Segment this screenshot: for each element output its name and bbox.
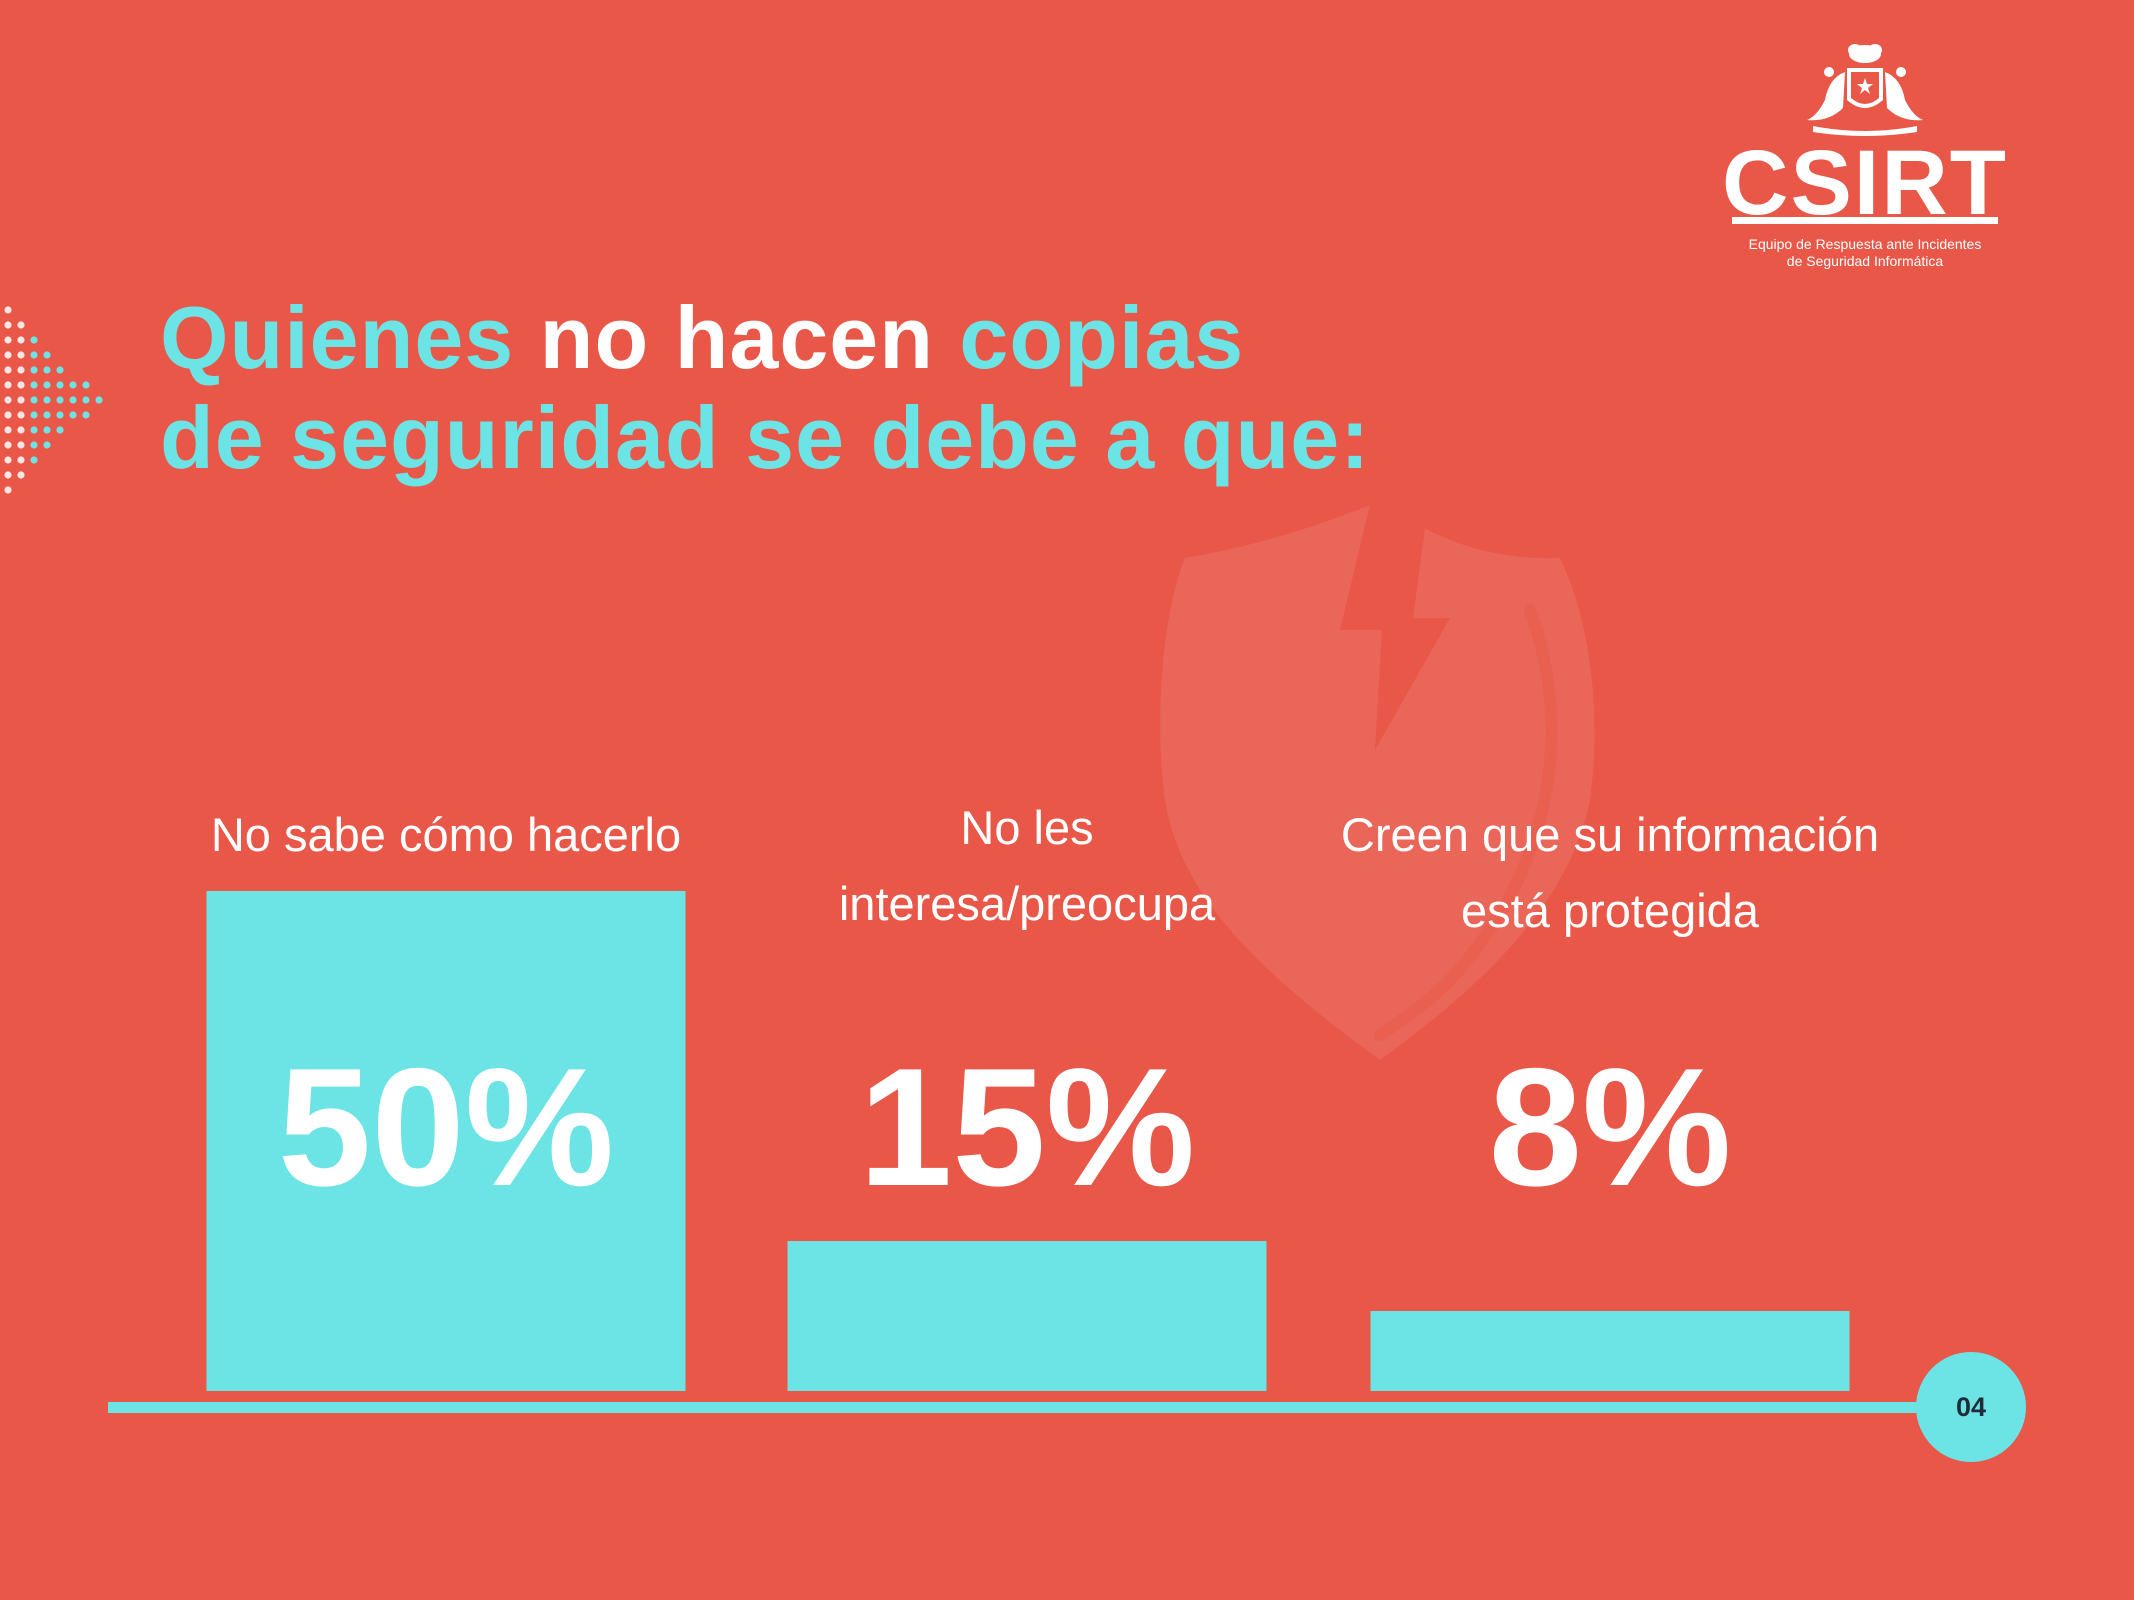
logo-wordmark: CSIRT — [1722, 132, 2008, 234]
bar-2 — [787, 1241, 1267, 1391]
title-part-1: Quienes — [160, 288, 515, 387]
title-part-4: de seguridad se debe a que: — [160, 388, 1371, 487]
logo-subtitle-line-1: Equipo de Respuesta ante Incidentes — [1748, 236, 1982, 252]
bar-3 — [1370, 1311, 1850, 1391]
logo-subtitle: Equipo de Respuesta ante Incidentes de S… — [1720, 236, 2010, 270]
category-label-2: No les interesa/preocupa — [839, 801, 1216, 930]
logo-subtitle-line-2: de Seguridad Informática — [1786, 253, 1944, 269]
bar-1 — [206, 891, 686, 1391]
broken-shield-icon — [1160, 505, 1595, 1060]
title-part-3: copias — [933, 288, 1245, 387]
slide-title: Quienes no hacen copias de seguridad se … — [160, 288, 1370, 488]
chilean-coat-of-arms-icon — [1807, 44, 1923, 136]
value-label-3: 8% — [1489, 1033, 1732, 1221]
title-part-2: no hacen — [514, 288, 934, 387]
category-label-1: No sabe cómo hacerlo — [211, 808, 681, 861]
page-number-badge: 04 — [1916, 1352, 2026, 1462]
logo-divider — [1732, 217, 1998, 224]
value-label-2: 15% — [859, 1033, 1195, 1221]
value-label-1: 50% — [278, 1033, 614, 1221]
baseline-rule — [108, 1402, 1968, 1413]
category-label-3: Creen que su información está protegida — [1341, 808, 1879, 937]
dotted-arrow-icon — [4, 306, 103, 494]
